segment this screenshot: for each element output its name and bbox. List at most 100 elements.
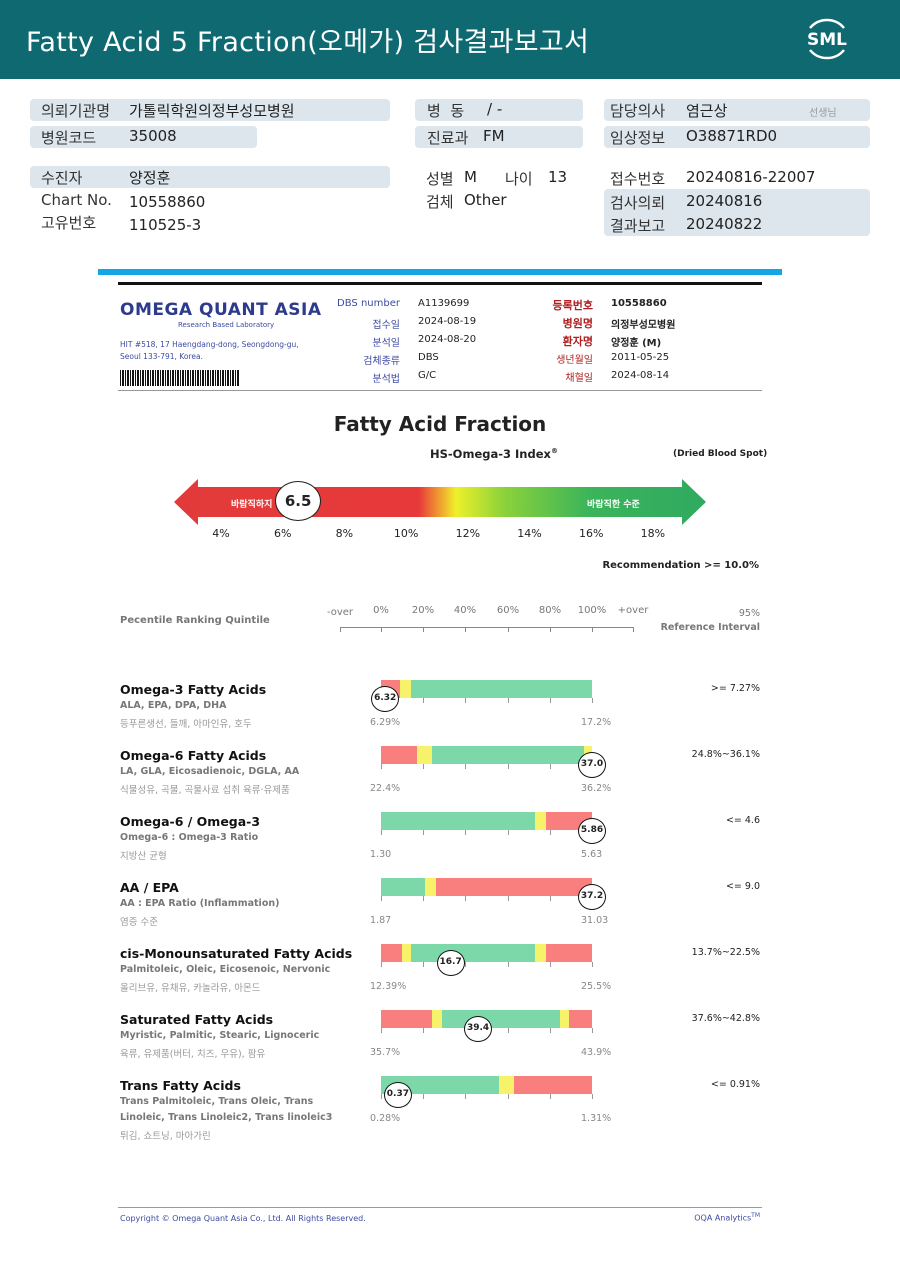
bar-tick	[592, 1094, 593, 1099]
row-title: Trans Fatty Acids	[120, 1078, 241, 1093]
doctor-value: 염근상	[686, 102, 728, 120]
bar-tick	[381, 896, 382, 901]
bar-tick	[465, 764, 467, 769]
axis-tick	[550, 627, 551, 632]
lab-field-value: 10558860	[611, 298, 667, 309]
percentile-bar	[381, 878, 593, 901]
range-min: 12.39%	[370, 981, 407, 992]
axis-label: 40%	[453, 605, 477, 616]
range-min: 35.7%	[370, 1047, 401, 1058]
bar-tick	[381, 1094, 382, 1099]
reference-interval: <= 9.0	[725, 881, 760, 892]
range-max: 17.2%	[581, 717, 612, 728]
specimen-label: 검체	[426, 193, 454, 211]
patient-box	[30, 166, 390, 188]
percentile-bar	[381, 680, 593, 703]
dept-label: 진료과	[427, 129, 469, 147]
sml-logo: SML	[807, 18, 847, 60]
value-marker: 0.37	[383, 1082, 412, 1108]
bar-tick	[423, 896, 425, 901]
ranking-title: Pecentile Ranking Quintile	[120, 615, 270, 626]
bar-segment-red	[381, 746, 417, 764]
range-min: 1.30	[370, 849, 392, 860]
recommendation: Recommendation >= 10.0%	[602, 560, 759, 571]
sex-value: M	[464, 168, 477, 186]
bar-segment-yellow	[402, 944, 411, 962]
index-tick-label: 16%	[578, 527, 604, 540]
dates-box	[604, 189, 870, 236]
clinical-value: O38871RD0	[686, 127, 778, 145]
bar-tick	[507, 830, 509, 835]
range-min: 6.29%	[370, 717, 401, 728]
value-marker: 5.86	[578, 818, 606, 844]
bar-segment-yellow	[535, 812, 546, 830]
lab-field-label: 생년월일	[556, 355, 593, 366]
index-tick-label: 6%	[273, 527, 292, 540]
receipt-value: 20240816-22007	[686, 168, 816, 186]
row-foods: 올리브유, 유채유, 카놀라유, 아몬드	[120, 983, 261, 994]
index-tick-label: 10%	[393, 527, 419, 540]
value-marker: 37.2	[578, 884, 606, 910]
index-tick-label: 14%	[517, 527, 542, 540]
clinical-box	[604, 126, 870, 148]
bar-tick	[423, 764, 425, 769]
sex-label: 성별	[426, 170, 454, 188]
row-title: AA / EPA	[120, 880, 179, 895]
axis-label: 100%	[577, 605, 607, 616]
lab-field-label: DBS number	[337, 298, 400, 309]
percentile-bar	[381, 746, 593, 769]
axis-label: 20%	[411, 605, 435, 616]
index-tick-label: 4%	[212, 527, 230, 540]
dept-value: FM	[483, 127, 505, 145]
lab-address-2: Seoul 133-791, Korea.	[120, 352, 203, 361]
lab-field-value: A1139699	[418, 298, 470, 309]
request-label: 검사의뢰	[610, 194, 666, 212]
divider	[98, 269, 782, 275]
bar-tick	[549, 896, 551, 901]
bar-tick	[381, 962, 382, 967]
row-subtitle-2: Linoleic, Trans Linoleic2, Trans linolei…	[120, 1112, 333, 1123]
range-max: 31.03	[581, 915, 609, 926]
doctor-box	[604, 99, 870, 121]
percentile-bar	[381, 812, 593, 835]
unique-value: 110525-3	[129, 216, 202, 234]
row-foods: 등푸른생선, 들깨, 아마인유, 호두	[120, 719, 252, 730]
axis-label: 60%	[496, 605, 520, 616]
ref-title-1: 95%	[738, 608, 760, 619]
index-tick-label: 18%	[640, 527, 666, 540]
specimen-value: Other	[464, 191, 507, 209]
report-label: 결과보고	[610, 217, 666, 235]
bar-tick	[507, 896, 509, 901]
range-max: 25.5%	[581, 981, 612, 992]
bar-tick	[423, 830, 425, 835]
row-subtitle: AA : EPA Ratio (Inflammation)	[120, 898, 280, 909]
range-min: 0.28%	[370, 1113, 401, 1124]
doctor-label: 담당의사	[610, 102, 666, 120]
bar-tick	[507, 962, 509, 967]
row-foods: 식물성유, 곡물, 곡물사료 섭취 육류·유제품	[120, 785, 290, 796]
bar-tick	[381, 764, 382, 769]
patient-value: 양정훈	[129, 169, 171, 187]
bar-tick	[549, 962, 551, 967]
bar-tick	[381, 830, 382, 835]
lab-field-label: 접수일	[372, 320, 400, 331]
lab-field-value: 2024-08-14	[611, 370, 670, 381]
axis-label: 80%	[538, 605, 562, 616]
value-marker: 37.0	[578, 752, 606, 778]
bar-segment-yellow	[416, 746, 432, 764]
percentile-bar	[381, 1076, 593, 1099]
patient-label: 수진자	[41, 169, 83, 187]
index-tick-label: 8%	[335, 527, 354, 540]
value-marker: 6.32	[371, 686, 400, 712]
report-title: Fatty Acid 5 Fraction(오메가) 검사결과보고서	[26, 27, 590, 58]
bar-tick	[465, 962, 467, 967]
row-subtitle: Myristic, Palmitic, Stearic, Lignoceric	[120, 1030, 320, 1041]
code-box	[30, 126, 257, 148]
bar-tick	[423, 962, 425, 967]
axis-tick	[465, 627, 466, 632]
lab-field-value: 2024-08-20	[418, 334, 477, 345]
bar-tick	[507, 698, 509, 703]
percentile-bar	[381, 944, 593, 967]
bar-tick	[381, 1028, 382, 1033]
reference-interval: <= 4.6	[725, 815, 760, 826]
